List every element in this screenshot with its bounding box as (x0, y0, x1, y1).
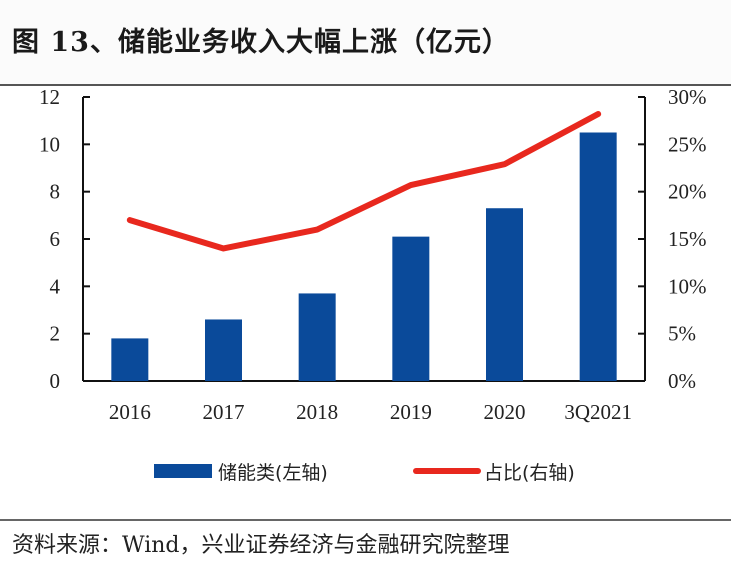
ratio-line (126, 111, 602, 252)
bar (205, 319, 242, 381)
legend-bar-label: 储能类(左轴) (218, 462, 328, 484)
tick-labels: 0 2 4 6 8 10 12 0% 5% 10% 15% 20% 25% 30% 2016 2017 2018… (39, 86, 707, 424)
right-tick-label: 20% (668, 180, 707, 204)
left-tick-label: 10 (39, 132, 60, 156)
left-tick-label: 2 (50, 322, 61, 346)
x-tick-label: 2016 (109, 400, 151, 424)
chart-title: 图 13、储能业务收入大幅上涨（亿元） (12, 27, 510, 58)
right-tick-label: 25% (668, 132, 707, 156)
bar (111, 338, 149, 381)
title-bar (0, 0, 731, 86)
chart: 0 2 4 6 8 10 12 0% 5% 10% 15% 20% 25% 30% 2016 2017 2018… (39, 86, 707, 484)
ratio-line-path (126, 111, 602, 252)
legend: 储能类(左轴) 占比(右轴) (154, 462, 575, 484)
right-tick-label: 30% (668, 86, 707, 109)
x-tick-label: 2017 (203, 400, 245, 424)
right-tick-label: 15% (668, 227, 707, 251)
x-tick-label: 2018 (296, 400, 338, 424)
x-tick-label: 2020 (484, 400, 526, 424)
legend-line-label: 占比(右轴) (484, 462, 575, 484)
source-divider (0, 519, 731, 521)
left-tick-label: 12 (39, 86, 60, 109)
bar (392, 236, 430, 381)
x-tick-label: 2019 (390, 400, 432, 424)
legend-bar-swatch (154, 464, 212, 478)
left-tick-label: 6 (50, 227, 61, 251)
right-tick-label: 10% (668, 274, 707, 298)
source-note: 资料来源：Wind，兴业证券经济与金融研究院整理 (12, 533, 510, 558)
left-tick-label: 8 (50, 180, 61, 204)
bar (486, 208, 523, 381)
bar (298, 293, 336, 381)
left-tick-label: 4 (50, 274, 61, 298)
bars (111, 132, 617, 381)
left-tick-label: 0 (50, 369, 61, 393)
title-divider (0, 84, 731, 86)
bar (579, 132, 617, 381)
right-tick-label: 5% (668, 322, 696, 346)
x-tick-label: 3Q2021 (564, 400, 632, 424)
right-tick-label: 0% (668, 369, 696, 393)
axes (82, 96, 646, 382)
